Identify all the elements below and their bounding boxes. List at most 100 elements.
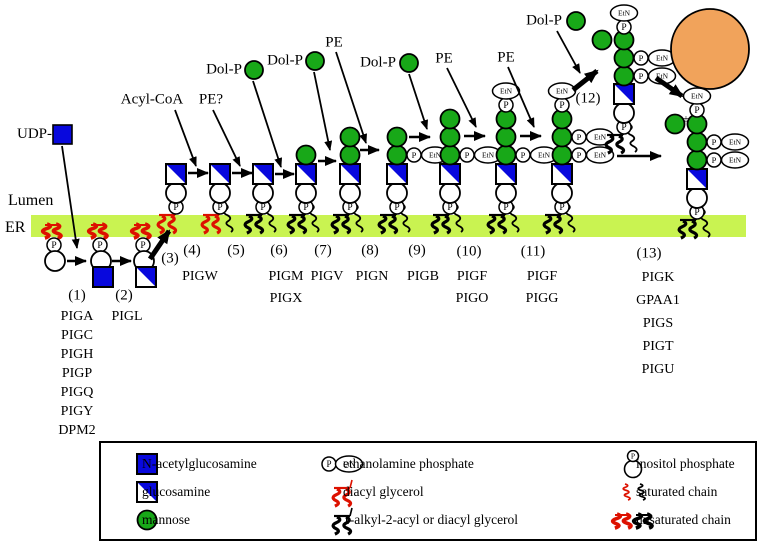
- dol-p-2-arrow: [313, 71, 333, 151]
- svg-text:P: P: [97, 241, 102, 251]
- enzyme-pigk-step-13: PIGK: [641, 270, 675, 285]
- dol-p-3-mannose-icon: [399, 53, 419, 73]
- enzyme-pigp-step-1: PIGP: [61, 366, 93, 381]
- legend-label-saturated-chains: saturated chain: [636, 484, 718, 499]
- svg-text:P: P: [394, 203, 399, 213]
- svg-text:P: P: [577, 150, 582, 160]
- svg-text:EtN: EtN: [729, 138, 742, 147]
- substrate-label-acyl-coa: Acyl-CoA: [120, 91, 184, 108]
- substrate-label-pe-2: PE: [435, 50, 453, 67]
- step3-flip-arrow: [147, 229, 172, 261]
- udp-transfer-arrow: [61, 145, 80, 249]
- glcnac-square-icon: [136, 453, 158, 475]
- svg-text:P: P: [347, 203, 352, 213]
- substrate-label-dol-p-2: Dol-P: [267, 52, 303, 69]
- step-6-number: (6): [270, 242, 288, 259]
- svg-text:EtN: EtN: [729, 156, 742, 165]
- svg-text:EtN: EtN: [594, 151, 607, 160]
- enzyme-piga-step-1: PIGA: [60, 309, 94, 324]
- svg-text:P: P: [694, 106, 699, 116]
- pe-question-arrow: [212, 109, 241, 167]
- p-etn-icon: P EtN: [321, 455, 364, 473]
- svg-text:P: P: [559, 101, 564, 111]
- udp-glcnac-icon: [52, 124, 73, 145]
- enzyme-pigu-step-13: PIGU: [641, 362, 675, 377]
- svg-text:P: P: [639, 53, 644, 63]
- svg-text:EtN: EtN: [538, 151, 551, 160]
- step-7-number: (7): [314, 242, 332, 259]
- enzyme-pigv-step-7: PIGV: [310, 269, 344, 284]
- legend-label-black-glycerol: 1-alkyl-2-acyl or diacyl glycerol: [343, 512, 519, 527]
- dol-p-2-mannose-icon: [305, 51, 325, 71]
- legend-label-glcnac-square: N-acetylglucosamine: [142, 456, 257, 471]
- svg-text:P: P: [639, 71, 644, 81]
- protein-oval: [670, 8, 750, 90]
- structure-glcn-pi-cytoplasmic: P: [129, 222, 157, 288]
- er-label: ER: [5, 219, 26, 236]
- dol-p-4-mannose-icon: [566, 11, 586, 31]
- dol-p-4-arrow: [556, 30, 581, 74]
- dol-p-1-arrow: [252, 80, 283, 168]
- svg-text:P: P: [260, 203, 265, 213]
- enzyme-pigq-step-1: PIGQ: [60, 385, 94, 400]
- svg-text:EtN: EtN: [482, 151, 495, 160]
- substrate-label-dol-p-4: Dol-P: [526, 12, 562, 29]
- pe-1-arrow: [335, 51, 367, 144]
- step-9-number: (9): [408, 242, 426, 259]
- dol-p-3-arrow: [408, 73, 429, 130]
- enzyme-pigw-step-4: PIGW: [182, 269, 218, 284]
- svg-text:EtN: EtN: [656, 54, 669, 63]
- svg-text:EtN: EtN: [343, 460, 356, 469]
- legend-label-mannose-circle: mannose: [142, 512, 190, 527]
- svg-text:EtN: EtN: [656, 72, 669, 81]
- enzyme-pigl-step-2: PIGL: [111, 309, 143, 324]
- enzyme-dpm2-step-1: DPM2: [58, 423, 96, 438]
- svg-text:P: P: [173, 203, 178, 213]
- enzyme-pigg-step-11: PIGG: [525, 291, 559, 306]
- svg-text:P: P: [503, 101, 508, 111]
- svg-text:EtN: EtN: [556, 87, 569, 96]
- step-1-number: (1): [68, 287, 86, 304]
- enzyme-pigo-step-10: PIGO: [455, 291, 489, 306]
- inositol-phosphate-icon: P: [623, 450, 643, 479]
- svg-text:EtN: EtN: [691, 92, 704, 101]
- svg-text:P: P: [577, 132, 582, 142]
- svg-text:P: P: [51, 241, 56, 251]
- step-13-number: (13): [636, 245, 662, 262]
- enzyme-pigh-step-1: PIGH: [60, 347, 94, 362]
- enzyme-pign-step-8: PIGN: [355, 269, 389, 284]
- substrate-label-dol-p-1: Dol-P: [206, 61, 242, 78]
- glcn-square-icon: [136, 481, 158, 503]
- svg-text:P: P: [521, 150, 526, 160]
- svg-text:P: P: [621, 123, 626, 133]
- svg-text:P: P: [621, 23, 626, 33]
- svg-text:EtN: EtN: [500, 87, 513, 96]
- structure-glcn-pi-lumenal: P: [156, 163, 187, 235]
- svg-text:EtN: EtN: [429, 151, 442, 160]
- step-11-number: (11): [520, 243, 546, 260]
- structure-glcnac-pi-cytoplasmic: P: [86, 222, 114, 288]
- legend: N-acetylglucosamine glucosamine mannose P Et…: [99, 441, 757, 541]
- step-10-number: (10): [456, 243, 482, 260]
- protein-attach-arrow: [654, 75, 684, 99]
- lumen-label: Lumen: [8, 192, 54, 209]
- legend-label-glcn-square: glucosamine: [142, 484, 211, 499]
- structure-pi-cytoplasmic: P: [40, 222, 66, 272]
- svg-text:P: P: [412, 150, 417, 160]
- svg-text:P: P: [303, 203, 308, 213]
- unsaturated-chains-icon: [610, 512, 654, 530]
- substrate-label-pe-question: PE?: [198, 91, 224, 108]
- legend-label-red-glycerol: diacyl glycerol: [343, 484, 424, 499]
- pe-2-arrow: [446, 67, 477, 128]
- black-glycerol-icon: [331, 507, 353, 536]
- legend-label-inositol-phosphate: inositol phosphate: [636, 456, 735, 471]
- svg-text:P: P: [712, 137, 717, 147]
- enzyme-pigf-step-10: PIGF: [456, 269, 488, 284]
- enzyme-pigm-step-6: PIGM: [268, 269, 304, 284]
- svg-text:P: P: [140, 241, 145, 251]
- enzyme-pigs-step-13: PIGS: [642, 316, 674, 331]
- step-2-number: (2): [115, 287, 133, 304]
- svg-text:P: P: [217, 203, 222, 213]
- svg-text:P: P: [712, 155, 717, 165]
